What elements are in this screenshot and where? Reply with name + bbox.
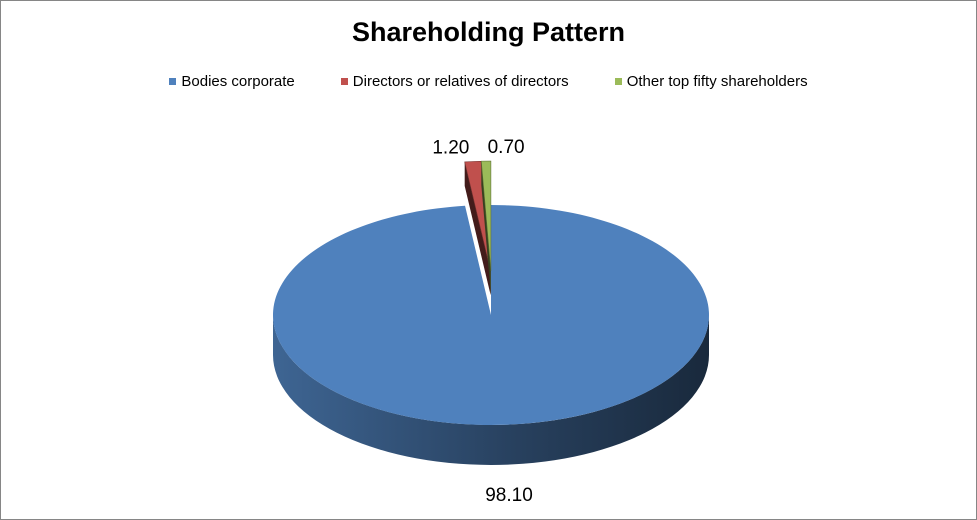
chart-title: Shareholding Pattern bbox=[351, 17, 626, 47]
legend-item-other-top-fifty: Other top fifty shareholders bbox=[614, 73, 808, 90]
legend-swatch-bodies-corporate bbox=[169, 78, 177, 85]
data-label-directors: 1.20 bbox=[432, 138, 469, 159]
legend-item-directors: Directors or relatives of directors bbox=[340, 73, 569, 90]
pie-slice-other-top-fifty bbox=[480, 160, 492, 296]
legend-label-directors: Directors or relatives of directors bbox=[352, 73, 569, 90]
legend-swatch-directors bbox=[340, 78, 348, 85]
data-label-other-top-fifty: 0.70 bbox=[488, 137, 525, 158]
legend-swatch-other-top-fifty bbox=[614, 78, 622, 85]
legend-label-other-top-fifty: Other top fifty shareholders bbox=[626, 73, 808, 90]
pie-slice-bodies-corporate bbox=[273, 205, 709, 465]
data-label-bodies-corporate: 98.10 bbox=[485, 485, 533, 506]
legend-label-bodies-corporate: Bodies corporate bbox=[181, 73, 295, 90]
legend-item-bodies-corporate: Bodies corporate bbox=[169, 73, 295, 90]
legend: Bodies corporate Directors or relatives … bbox=[1, 73, 976, 90]
